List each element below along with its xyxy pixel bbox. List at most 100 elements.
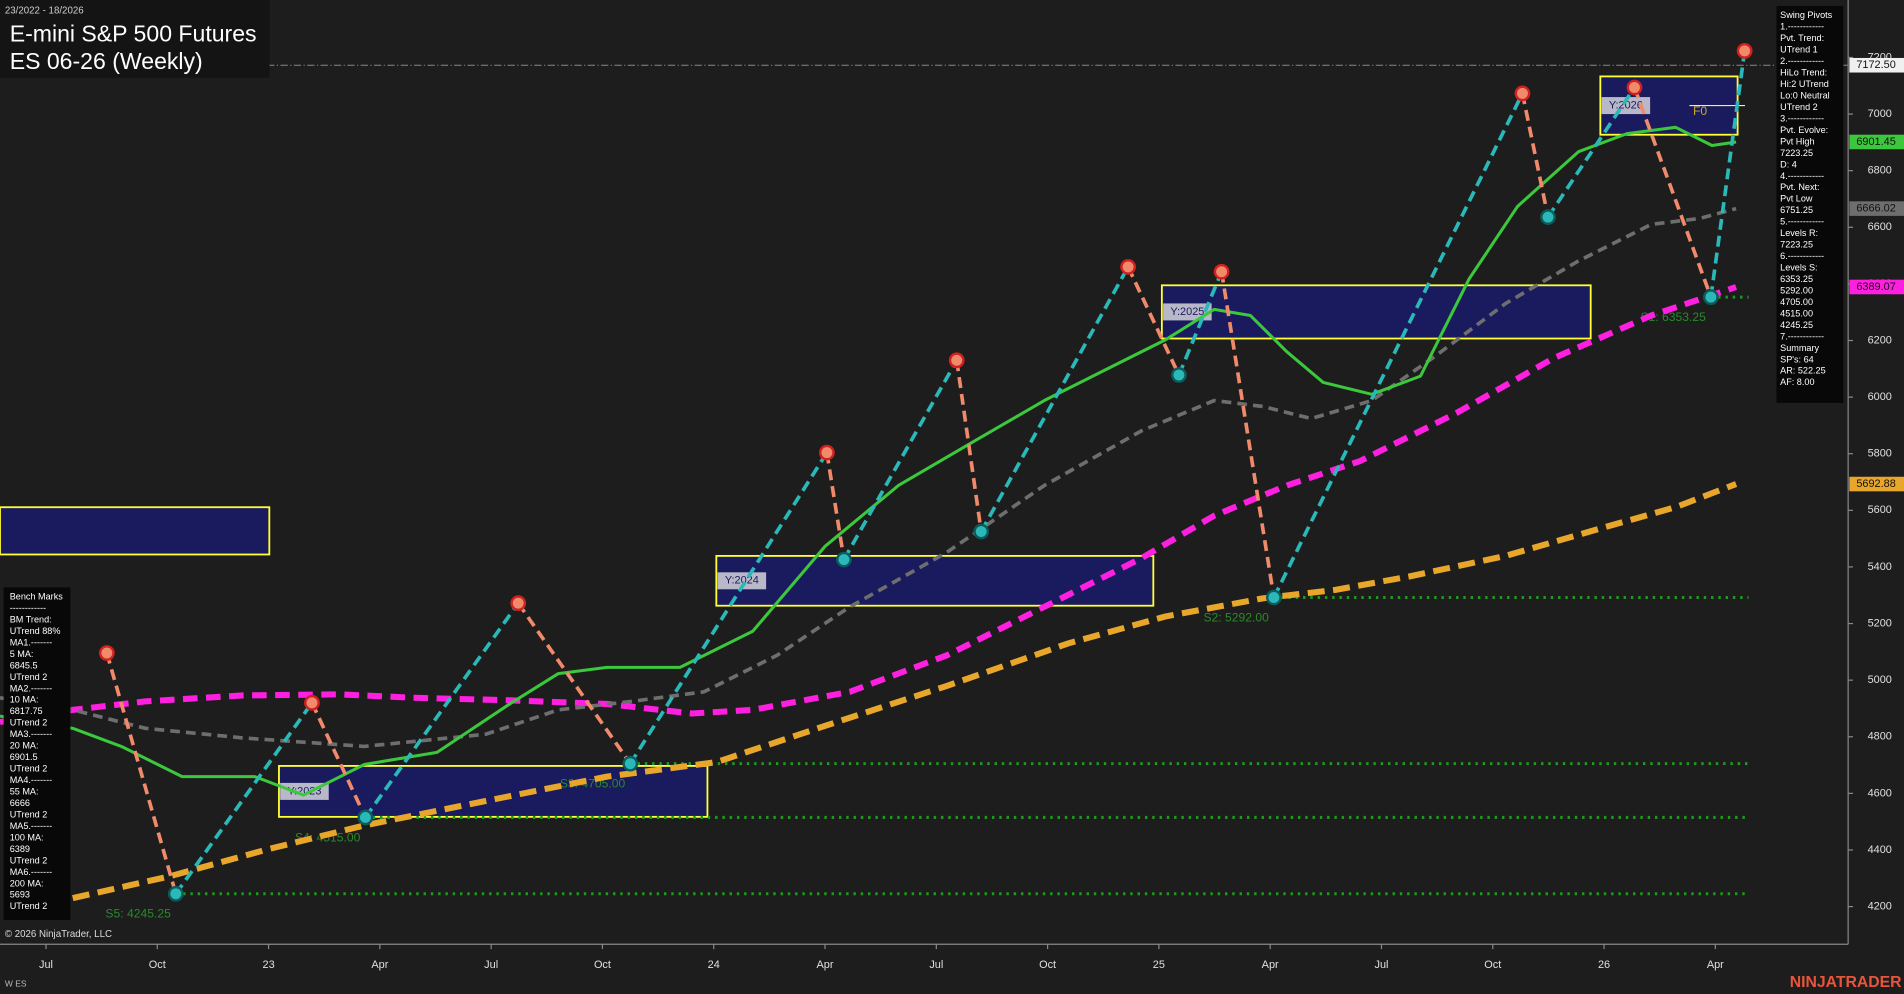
y-tick-label: 6600 <box>1868 221 1892 233</box>
swing-pivots-line: 6751.25 <box>1780 205 1813 215</box>
bench-marks-line: BM Trend: <box>10 614 52 624</box>
pivot-leg <box>516 602 632 765</box>
y-tick-label: 5400 <box>1868 561 1892 573</box>
price-tag <box>1849 279 1904 295</box>
chart-subtitle: ES 06-26 (Weekly) <box>10 48 203 74</box>
box-label-bg <box>717 572 767 590</box>
y-tick-label: 5000 <box>1868 674 1892 686</box>
bench-marks-line: UTrend 2 <box>10 855 48 865</box>
pivot-leg <box>1546 86 1636 219</box>
bench-marks-line: 6389 <box>10 844 30 854</box>
x-tick-label: 24 <box>708 959 720 971</box>
price-tag-label: 7172.50 <box>1856 59 1895 71</box>
bench-marks-line: MA2.------- <box>10 683 52 693</box>
plot-area: Y:2023 Y:2024 Y:2025 Y:2026 F0 S1: 6353.25 S2:… <box>0 42 1849 921</box>
swing-pivots-line: 7223.25 <box>1780 148 1813 158</box>
x-tick-label: Apr <box>1262 959 1279 971</box>
price-tag <box>1849 476 1904 492</box>
bench-marks-line: 6817.75 <box>10 706 43 716</box>
y-tick-label: 4600 <box>1868 787 1892 799</box>
swing-pivots-line: 6.------------ <box>1780 251 1824 261</box>
swing-pivots-line: 4705.00 <box>1780 297 1813 307</box>
x-tick-label: Apr <box>817 959 834 971</box>
copyright: © 2026 NinjaTrader, LLC <box>5 929 112 940</box>
f0-label: F0 <box>1693 104 1707 118</box>
x-tick-label: Jul <box>929 959 943 971</box>
bench-marks-line: UTrend 2 <box>10 672 48 682</box>
bench-marks-line: MA3.------- <box>10 729 52 739</box>
y-tick-label: 6200 <box>1868 334 1892 346</box>
bench-marks-line: UTrend 2 <box>10 764 48 774</box>
price-tag <box>1849 134 1904 150</box>
swing-pivots-panel <box>1776 6 1844 403</box>
pivot-marker <box>1213 263 1230 280</box>
x-tick-label: Oct <box>1039 959 1056 971</box>
pivot-marker <box>1626 79 1643 96</box>
support-label: S1: 6353.25 <box>1640 310 1706 324</box>
y-tick-label: 5600 <box>1868 504 1892 516</box>
y-tick-label: 5200 <box>1868 617 1892 629</box>
x-tick-label: Jul <box>1374 959 1388 971</box>
bench-marks-line: ------------ <box>10 603 46 613</box>
x-tick-label: Oct <box>594 959 611 971</box>
y-tick-label: 6800 <box>1868 165 1892 177</box>
pivot-marker <box>357 809 374 826</box>
swing-pivots-line: 7223.25 <box>1780 240 1813 250</box>
pivot-leg <box>825 452 846 560</box>
bench-marks-line: 6901.5 <box>10 752 38 762</box>
pivot-marker <box>973 523 990 540</box>
x-tick-label: Apr <box>1707 959 1724 971</box>
pivot-leg <box>1219 271 1276 598</box>
swing-pivots-line: Pvt. Trend: <box>1780 33 1824 43</box>
pivot-marker <box>1736 42 1753 59</box>
pivot-leg <box>105 652 178 895</box>
brand: NINJATRADER <box>1790 974 1902 991</box>
pivot-marker <box>818 444 835 461</box>
swing-pivots-line: UTrend 1 <box>1780 45 1818 55</box>
x-tick-label: Jul <box>39 959 53 971</box>
pivot-marker <box>1120 259 1136 275</box>
swing-pivots-line: AR: 522.25 <box>1780 366 1826 376</box>
pivot-marker <box>622 755 639 772</box>
bench-marks-line: Bench Marks <box>10 592 64 602</box>
support-label: S2: 5292.00 <box>1203 610 1269 624</box>
pivot-marker <box>510 595 527 612</box>
swing-pivots-line: 3.------------ <box>1780 113 1824 123</box>
swing-pivots-line: Pvt. Evolve: <box>1780 125 1828 135</box>
pivot-marker <box>1514 85 1531 102</box>
pivot-marker <box>1540 209 1556 225</box>
bench-marks-line: 10 MA: <box>10 695 39 705</box>
swing-pivots-line: HiLo Trend: <box>1780 68 1827 78</box>
swing-pivots-line: 4245.25 <box>1780 320 1813 330</box>
swing-pivots-line: 7.------------ <box>1780 331 1824 341</box>
box-label: Y:2025 <box>1170 306 1204 318</box>
swing-pivots-line: Summary <box>1780 343 1819 353</box>
swing-pivots-line: Levels S: <box>1780 263 1817 273</box>
bench-marks-line: MA4.------- <box>10 775 52 785</box>
pivot-marker <box>1171 367 1187 383</box>
bench-marks-line: 6666 <box>10 798 30 808</box>
swing-pivots-line: Swing Pivots <box>1780 10 1833 20</box>
bench-marks-line: MA6.------- <box>10 867 52 877</box>
x-tick-label: 26 <box>1598 959 1610 971</box>
swing-pivots-line: 4515.00 <box>1780 308 1813 318</box>
range-box <box>0 506 271 556</box>
price-tag-label: 6389.07 <box>1856 281 1895 293</box>
pivot-marker <box>98 645 115 661</box>
bench-marks-line: 55 MA: <box>10 787 39 797</box>
pivot-leg <box>1632 86 1713 298</box>
chart-title: E-mini S&P 500 Futures <box>10 20 257 46</box>
swing-pivots-line: Pvt Low <box>1780 194 1813 204</box>
x-tick-label: Oct <box>149 959 166 971</box>
moving-average <box>0 284 1738 726</box>
bench-marks-line: 5693 <box>10 890 30 900</box>
pivot-leg <box>1520 93 1550 218</box>
swing-pivots-line: AF: 8.00 <box>1780 377 1814 387</box>
y-tick-label: 6000 <box>1868 391 1892 403</box>
pivot-marker <box>948 352 965 369</box>
bench-marks-line: 5 MA: <box>10 649 34 659</box>
bench-marks-line: MA5.------- <box>10 821 52 831</box>
pivot-marker <box>304 694 320 711</box>
swing-pivots-line: SP's: 64 <box>1780 354 1814 364</box>
